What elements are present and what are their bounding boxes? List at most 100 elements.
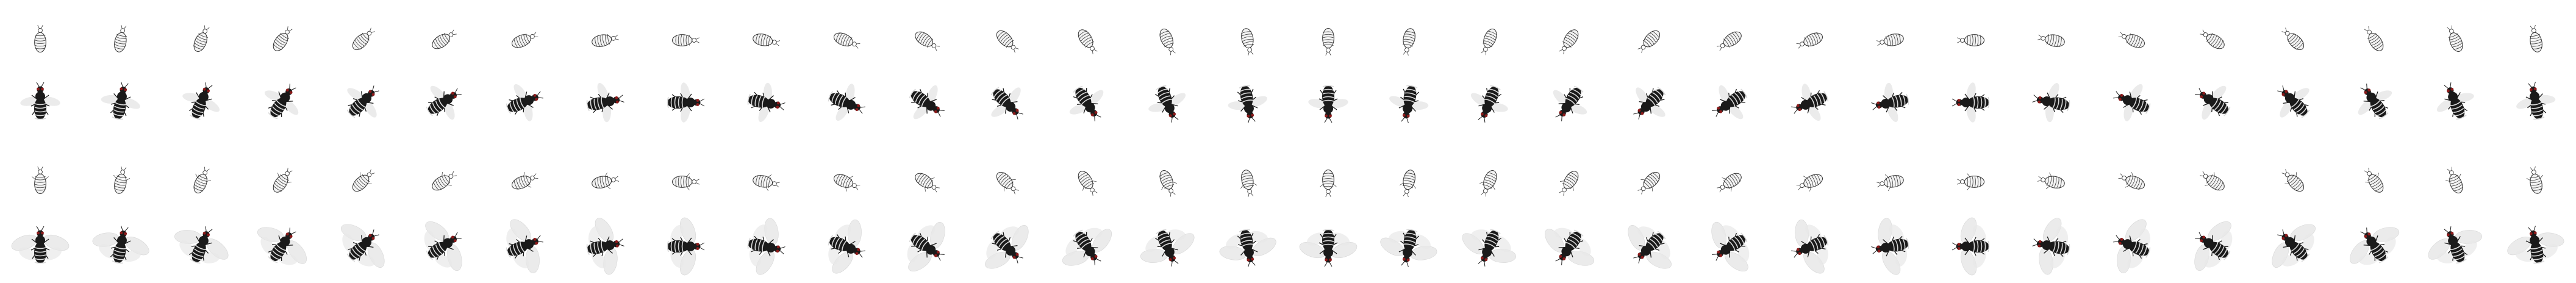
- fly-sprite: [506, 219, 543, 274]
- fly-shadow-sprite: [1402, 28, 1416, 56]
- fly-sprite: [1633, 87, 1666, 120]
- fly-shadow-sprite: [671, 173, 699, 190]
- fly-sprite: [667, 217, 705, 276]
- fly-shadow-sprite: [2526, 166, 2543, 194]
- fly-shadow-sprite: [2281, 27, 2305, 51]
- fly-sprite: [1952, 217, 1990, 276]
- fly-sprite: [424, 221, 462, 271]
- fly-shadow-sprite: [915, 173, 940, 193]
- fly-sprite: [1062, 227, 1112, 266]
- fly-sprite: [2436, 82, 2474, 120]
- fly-sprite: [1871, 82, 1909, 122]
- fly-sprite: [2032, 83, 2070, 123]
- fly-sprite: [174, 226, 229, 264]
- fly-shadow-sprite: [1320, 169, 1337, 197]
- fly-sprite: [1791, 84, 1829, 121]
- fly-sprite: [1791, 219, 1829, 274]
- fly-shadow-sprite: [671, 34, 699, 46]
- fly-sprite: [586, 83, 624, 123]
- fly-shadow-sprite: [32, 167, 49, 195]
- fly-sprite: [2358, 84, 2392, 120]
- fly-shadow-sprite: [2118, 32, 2145, 48]
- fly-sprite: [1140, 229, 1195, 267]
- fly-sprite: [182, 82, 220, 120]
- fly-sprite: [1148, 85, 1186, 123]
- fly-sprite: [586, 218, 624, 275]
- fly-shadow-sprite: [1717, 173, 1742, 193]
- fly-sprite: [1308, 85, 1348, 123]
- fly-sprite: [1545, 227, 1595, 266]
- fly-sprite: [1628, 225, 1672, 269]
- fly-shadow-sprite: [1479, 170, 1497, 197]
- fly-shadow-sprite: [432, 171, 457, 191]
- fly-shadow-sprite: [1399, 170, 1416, 198]
- fly-sprite: [2428, 226, 2483, 264]
- fly-shadow-sprite: [273, 26, 293, 51]
- fly-shadow-sprite: [1241, 28, 1254, 56]
- fly-shadow-sprite: [592, 172, 620, 189]
- fly-sprite: [92, 226, 149, 264]
- fly-sprite: [1069, 85, 1104, 121]
- fly-shadow-sprite: [1240, 170, 1258, 198]
- fly-shadow-sprite: [996, 30, 1019, 53]
- fly-shadow-sprite: [1957, 173, 1985, 190]
- fly-shadow-sprite: [2445, 167, 2463, 193]
- fly-shadow-sprite: [2200, 29, 2225, 49]
- fly-sprite: [985, 225, 1029, 269]
- fly-shadow-sprite: [1637, 30, 1661, 53]
- fly-sprite: [1228, 85, 1267, 123]
- fly-shadow-sprite: [1637, 171, 1661, 195]
- fly-sprite: [2113, 219, 2151, 274]
- fly-sprite: [257, 227, 307, 265]
- fly-shadow-sprite: [1876, 34, 1904, 47]
- fly-sprite: [1219, 229, 1276, 267]
- fly-sprite: [907, 221, 945, 271]
- fly-shadow-sprite: [592, 34, 620, 47]
- fly-sprite: [2194, 221, 2233, 271]
- fly-shadow-sprite: [1796, 174, 1823, 192]
- fly-sprite: [828, 219, 865, 274]
- fly-shadow-sprite: [915, 31, 940, 51]
- fly-sprite: [1712, 85, 1748, 120]
- fly-shadow-sprite: [193, 167, 211, 193]
- fly-sprite: [101, 82, 140, 120]
- fly-shadow-sprite: [2447, 25, 2463, 52]
- fly-shadow-sprite: [1796, 32, 1823, 49]
- fly-sprite: [2195, 85, 2231, 120]
- fly-shadow-sprite: [834, 32, 860, 49]
- fly-sprite: [990, 87, 1023, 120]
- fly-shadow-sprite: [2281, 169, 2305, 192]
- fly-shadow-sprite: [2200, 171, 2225, 191]
- fly-shadow-sprite: [1481, 29, 1497, 56]
- fly-sprite: [1389, 85, 1429, 123]
- fly-sprite: [1462, 229, 1517, 267]
- fly-shadow-sprite: [113, 166, 131, 194]
- fly-sprite: [828, 84, 865, 121]
- fly-sprite: [2272, 224, 2316, 268]
- fly-sprite: [2507, 226, 2564, 264]
- fly-sprite: [2349, 227, 2400, 265]
- fly-shadow-sprite: [2118, 172, 2145, 190]
- fly-shadow-sprite: [512, 32, 538, 48]
- fly-sprite: [1711, 221, 1750, 272]
- fly-shadow-sprite: [1159, 170, 1177, 197]
- fly-sprite: [426, 85, 462, 120]
- fly-shadow-sprite: [2529, 24, 2542, 52]
- fly-shadow-sprite: [753, 174, 781, 192]
- fly-shadow-sprite: [1559, 29, 1579, 54]
- fly-sprite: [1553, 85, 1587, 121]
- fly-shadow-sprite: [113, 24, 127, 52]
- fly-sprite: [506, 84, 543, 121]
- fly-sprite: [747, 82, 785, 122]
- fly-shadow-sprite: [1159, 29, 1176, 56]
- fly-shadow-sprite: [753, 33, 781, 47]
- fly-sprite: [2032, 218, 2070, 275]
- fly-sprite: [909, 85, 945, 120]
- fly-sprite: [346, 85, 379, 118]
- fly-sprite: [2277, 85, 2310, 118]
- fly-shadow-sprite: [2364, 26, 2384, 51]
- fly-sprite: [2516, 82, 2556, 120]
- fly-sprite: [1871, 218, 1909, 275]
- fly-shadow-sprite: [512, 172, 538, 190]
